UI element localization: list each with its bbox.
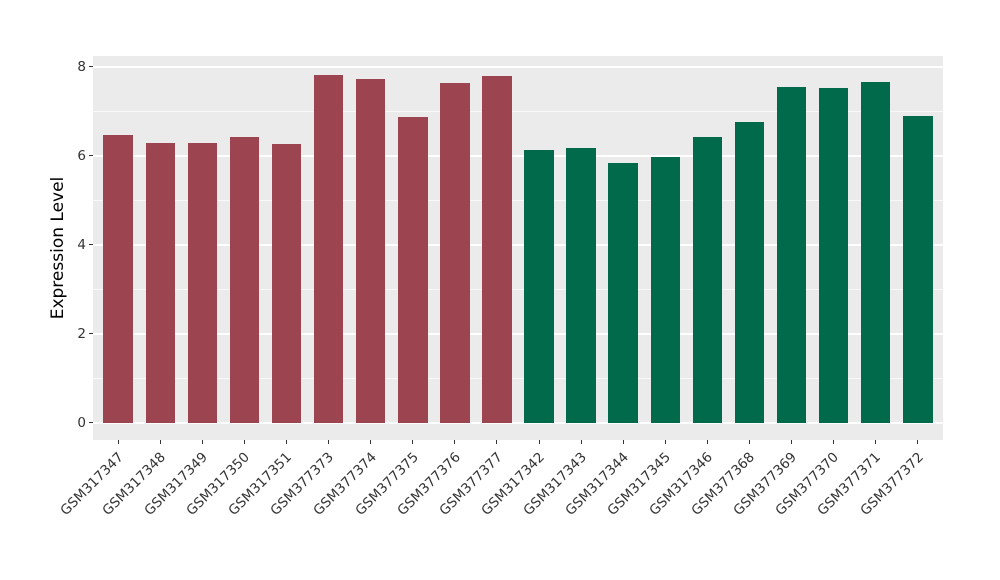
gridline-major: [93, 332, 943, 335]
x-tick-mark: [286, 440, 288, 444]
x-tick-mark: [243, 440, 245, 444]
x-tick-mark: [538, 440, 540, 444]
bar-GSM377375: [398, 117, 428, 423]
x-tick-mark: [201, 440, 203, 444]
x-tick-mark: [580, 440, 582, 444]
gridline-minor: [93, 377, 943, 379]
y-tick-label: 2: [77, 325, 86, 342]
bar-GSM377374: [355, 79, 386, 423]
bar-GSM377369: [776, 87, 807, 423]
y-tick-mark: [89, 66, 93, 67]
bar-GSM317349: [187, 143, 218, 423]
x-tick-mark: [412, 440, 414, 444]
bar-GSM317350: [229, 137, 260, 423]
x-tick-mark: [664, 440, 666, 444]
y-tick-mark: [89, 244, 93, 245]
bar-GSM377373: [313, 74, 344, 423]
x-tick-mark: [370, 440, 372, 444]
gridline-minor: [93, 288, 943, 290]
gridline-major: [93, 421, 943, 424]
bar-GSM317343: [566, 147, 596, 423]
gridline-major: [93, 154, 943, 157]
bar-GSM377372: [903, 116, 933, 423]
bar-GSM317345: [650, 157, 681, 423]
x-tick-mark: [117, 440, 119, 444]
x-tick-mark: [791, 440, 792, 444]
x-tick-mark: [833, 440, 835, 444]
x-tick-mark: [454, 440, 456, 444]
gridline-minor: [93, 199, 943, 201]
x-tick-label-text: GSM377372: [856, 449, 927, 519]
bar-GSM317342: [524, 149, 554, 423]
bar-GSM317347: [103, 134, 133, 423]
y-tick-mark: [89, 333, 93, 334]
x-tick-mark: [748, 440, 750, 444]
gridline-minor: [93, 110, 943, 112]
x-tick-mark: [328, 440, 330, 444]
x-tick-mark: [159, 440, 161, 444]
gridline-major: [93, 243, 943, 246]
bar-GSM317348: [145, 143, 176, 423]
bar-GSM377376: [440, 83, 470, 423]
bar-GSM377368: [734, 121, 765, 423]
bar-GSM317346: [692, 137, 723, 423]
gridline-major: [93, 65, 943, 68]
bar-GSM317351: [271, 143, 302, 423]
y-tick-label: 0: [77, 414, 86, 431]
x-tick-mark: [622, 440, 624, 444]
x-tick-label-GSM377372: GSM377372: [721, 445, 926, 518]
bar-GSM377370: [818, 88, 849, 423]
y-tick-label: 6: [77, 147, 86, 164]
y-tick-label: 8: [77, 58, 86, 75]
bar-GSM317344: [608, 163, 638, 423]
y-tick-label: 4: [77, 236, 86, 253]
x-tick-mark: [496, 440, 498, 444]
y-tick-mark: [89, 422, 93, 423]
y-tick-mark: [89, 155, 93, 156]
x-tick-mark: [917, 440, 919, 444]
bar-GSM377371: [860, 81, 891, 423]
bar-GSM377377: [482, 75, 512, 423]
plot-panel: [93, 56, 943, 440]
x-tick-mark: [706, 440, 708, 444]
x-tick-mark: [875, 440, 877, 444]
